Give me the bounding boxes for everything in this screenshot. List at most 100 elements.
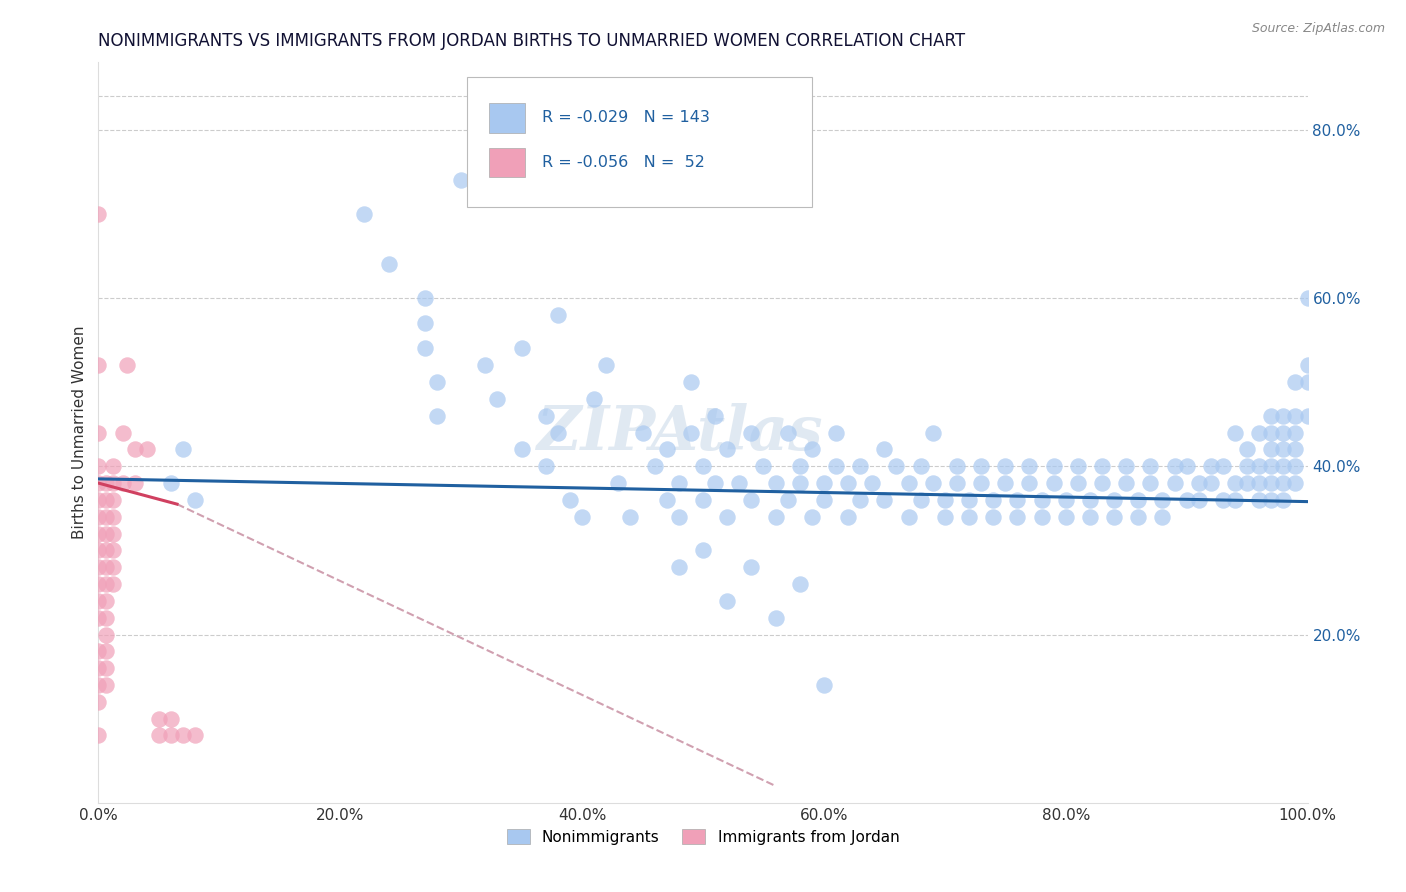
Point	[970, 459, 993, 474]
Point	[486, 392, 509, 406]
Point	[87, 526, 110, 541]
Point	[668, 476, 690, 491]
Point	[1249, 425, 1271, 440]
Point	[1260, 476, 1282, 491]
Point	[1042, 476, 1064, 491]
Point	[934, 509, 956, 524]
Point	[1152, 492, 1174, 507]
Point	[1272, 459, 1295, 474]
Y-axis label: Births to Unmarried Women: Births to Unmarried Women	[72, 326, 87, 540]
Point	[558, 492, 581, 507]
Point	[94, 594, 117, 608]
Point	[172, 442, 194, 457]
Point	[910, 459, 932, 474]
Point	[1031, 509, 1053, 524]
Point	[776, 492, 799, 507]
Point	[1078, 509, 1101, 524]
Point	[655, 492, 678, 507]
Point	[1175, 492, 1198, 507]
Point	[534, 409, 557, 423]
Point	[94, 644, 117, 658]
Point	[94, 661, 117, 675]
Point	[413, 291, 436, 305]
Point	[547, 308, 569, 322]
Point	[101, 509, 124, 524]
Point	[740, 560, 762, 574]
Point	[789, 577, 811, 591]
Point	[1188, 476, 1211, 491]
Point	[765, 610, 787, 624]
Point	[619, 509, 641, 524]
Point	[1236, 476, 1258, 491]
Point	[994, 476, 1017, 491]
Point	[87, 644, 110, 658]
Point	[934, 492, 956, 507]
Point	[94, 577, 117, 591]
Point	[765, 509, 787, 524]
Point	[474, 359, 496, 373]
FancyBboxPatch shape	[489, 147, 526, 178]
Point	[1212, 459, 1234, 474]
Point	[148, 729, 170, 743]
Legend: Nonimmigrants, Immigrants from Jordan: Nonimmigrants, Immigrants from Jordan	[501, 822, 905, 851]
Point	[1236, 459, 1258, 474]
Point	[837, 476, 859, 491]
Point	[87, 610, 110, 624]
Point	[87, 359, 110, 373]
Point	[1272, 492, 1295, 507]
Point	[87, 695, 110, 709]
Point	[1284, 476, 1306, 491]
Point	[160, 476, 183, 491]
Point	[849, 459, 872, 474]
Point	[789, 476, 811, 491]
Point	[668, 560, 690, 574]
Point	[94, 560, 117, 574]
Point	[946, 476, 969, 491]
Point	[716, 442, 738, 457]
Point	[1223, 425, 1246, 440]
Point	[1188, 492, 1211, 507]
Point	[510, 342, 533, 356]
Point	[1272, 442, 1295, 457]
Point	[426, 409, 449, 423]
Point	[1260, 492, 1282, 507]
Point	[704, 476, 727, 491]
Point	[111, 425, 134, 440]
Point	[1249, 459, 1271, 474]
Point	[101, 492, 124, 507]
Point	[1284, 375, 1306, 389]
Point	[547, 425, 569, 440]
Point	[87, 678, 110, 692]
Point	[1296, 291, 1319, 305]
Point	[101, 459, 124, 474]
Point	[1199, 459, 1222, 474]
Point	[946, 459, 969, 474]
Point	[101, 560, 124, 574]
Point	[1139, 476, 1161, 491]
Point	[813, 492, 835, 507]
Point	[873, 492, 896, 507]
Point	[148, 712, 170, 726]
Point	[860, 476, 883, 491]
Point	[1260, 459, 1282, 474]
Point	[655, 442, 678, 457]
Point	[1260, 442, 1282, 457]
Point	[1223, 476, 1246, 491]
Point	[1260, 425, 1282, 440]
Point	[377, 257, 399, 271]
Point	[1272, 409, 1295, 423]
Point	[184, 492, 207, 507]
Point	[1236, 442, 1258, 457]
Point	[87, 492, 110, 507]
Point	[679, 375, 702, 389]
Point	[1128, 492, 1150, 507]
Point	[353, 207, 375, 221]
Point	[1115, 476, 1137, 491]
Point	[87, 729, 110, 743]
Point	[716, 594, 738, 608]
Point	[1007, 492, 1029, 507]
Point	[692, 492, 714, 507]
Point	[740, 492, 762, 507]
Point	[1115, 459, 1137, 474]
Point	[1139, 459, 1161, 474]
